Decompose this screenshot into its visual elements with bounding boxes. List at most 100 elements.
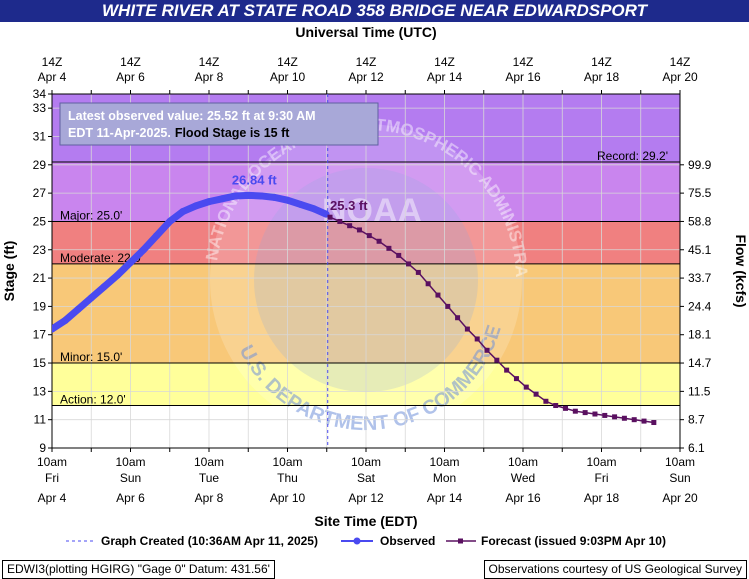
y-tick-label-10: 29 [33,158,47,172]
x-top-label-10-0: 14Z [434,55,455,69]
legend-created-label: Graph Created (10:36AM Apr 11, 2025) [101,534,318,548]
forecast-point-18 [504,367,510,373]
forecast-point-26 [582,410,588,416]
forecast-point-6 [386,245,392,251]
x-bottom-label-10-2: Apr 14 [427,491,463,505]
x-top-label-16-1: Apr 20 [662,70,698,84]
observed-point-9 [166,217,174,225]
observed-point-1 [61,317,69,325]
observed-point-14 [231,192,239,200]
legend-forecast-marker [458,538,463,544]
flow-tick-label-9: 8.7 [688,413,705,427]
footer-credit: Observations courtesy of US Geological S… [483,560,747,579]
x-top-label-8-1: Apr 12 [348,70,384,84]
observed-point-5 [113,271,121,279]
annotations: 26.84 ft 25.3 ft [232,173,368,213]
x-bottom-label-14-2: Apr 18 [584,491,620,505]
x-bottom-label-2-1: Sun [120,471,141,485]
x-top-label-0-1: Apr 4 [38,70,67,84]
observed-point-7 [140,246,148,254]
annotation-0: 26.84 ft [232,173,277,188]
forecast-point-33 [651,420,657,426]
y-tick-label-4: 17 [33,328,47,342]
x-bottom-label-10-0: 10am [429,455,459,469]
legend: Graph Created (10:36AM Apr 11, 2025) Obs… [66,534,666,548]
x-top-label-4-1: Apr 8 [195,70,224,84]
observed-point-15 [244,191,252,199]
x-bottom-label-14-1: Fri [595,471,609,485]
info-box-line1: Latest observed value: 25.52 ft at 9:30 … [68,109,316,123]
x-bottom-label-4-0: 10am [194,455,224,469]
legend-observed-label: Observed [380,534,435,548]
observed-point-11 [192,202,200,210]
forecast-point-1 [337,218,343,224]
legend-forecast-label: Forecast (issued 9:03PM Apr 10) [481,534,666,548]
forecast-point-29 [612,414,618,420]
x-top-label-4-0: 14Z [199,55,220,69]
forecast-point-28 [602,412,608,418]
y2-axis-title: Flow (kcfs) [733,234,749,307]
x-bottom-label-8-0: 10am [351,455,381,469]
forecast-point-7 [396,252,402,258]
x-bottom-label-0-1: Fri [45,471,59,485]
x-bottom-label-12-2: Apr 16 [505,491,541,505]
forecast-point-4 [366,233,372,239]
info-box-frame [59,102,379,146]
y-axis-title: Stage (ft) [1,241,17,302]
y-tick-label-1: 11 [34,413,47,427]
forecast-point-15 [474,336,480,342]
y-tick-label-12: 33 [33,101,47,115]
x-bottom-label-4-2: Apr 8 [195,491,224,505]
observed-point-18 [284,196,291,204]
forecast-point-19 [513,376,519,382]
observed-point-17 [270,193,278,201]
x-top-label-10-1: Apr 14 [427,70,463,84]
observed-point-8 [153,232,161,240]
top-axis-title: Universal Time (UTC) [295,24,436,40]
forecast-point-12 [445,303,451,309]
flow-tick-label-10: 6.1 [688,441,705,455]
y-tick-label-13: 34 [33,87,47,101]
x-top-label-0-0: 14Z [42,55,63,69]
info-box-line2: EDT 11-Apr-2025. Flood Stage is 15 ft [68,126,290,140]
threshold-label-2: Moderate: 22.0' [60,251,143,265]
x-bottom-label-4-1: Tue [199,471,220,485]
x-top-label-8-0: 14Z [356,55,377,69]
threshold-label-1: Major: 25.0' [60,208,122,222]
x-bottom-label-16-0: 10am [665,455,695,469]
forecast-point-14 [464,326,470,332]
x-bottom-label-8-2: Apr 12 [348,491,384,505]
flow-tick-label-1: 75.5 [688,186,712,200]
observed-point-13 [218,195,226,203]
forecast-point-10 [425,281,431,287]
bottom-axis-title: Site Time (EDT) [314,513,417,529]
forecast-point-27 [592,411,598,417]
forecast-point-5 [376,238,382,244]
series-layer [52,94,657,448]
x-top-label-6-1: Apr 10 [270,70,306,84]
x-top-label-2-0: 14Z [120,55,141,69]
threshold-label-3: Minor: 15.0' [60,350,122,364]
forecast-point-17 [494,357,500,363]
annotation-1: 25.3 ft [330,198,368,213]
chart-title: WHITE RIVER AT STATE ROAD 358 BRIDGE NEA… [0,0,749,22]
y-tick-label-3: 15 [33,356,47,370]
threshold-label-0: Record: 29.2' [597,149,668,163]
flow-tick-label-6: 18.1 [688,328,712,342]
forecast-point-3 [356,227,362,233]
observed-point-12 [205,198,213,206]
x-bottom-label-14-0: 10am [586,455,616,469]
forecast-point-20 [523,384,529,390]
observed-point-16 [257,192,265,200]
y-tick-label-9: 27 [33,186,47,200]
forecast-point-16 [484,347,490,353]
y-tick-label-5: 19 [33,299,47,313]
flow-tick-label-8: 11.5 [688,384,711,398]
threshold-lines: Record: 29.2' Major: 25.0' Moderate: 22.0'… [52,149,680,407]
forecast-point-8 [406,261,412,267]
observed-point-4 [100,283,108,291]
y-tick-label-0: 9 [39,441,46,455]
forecast-point-24 [563,405,569,411]
